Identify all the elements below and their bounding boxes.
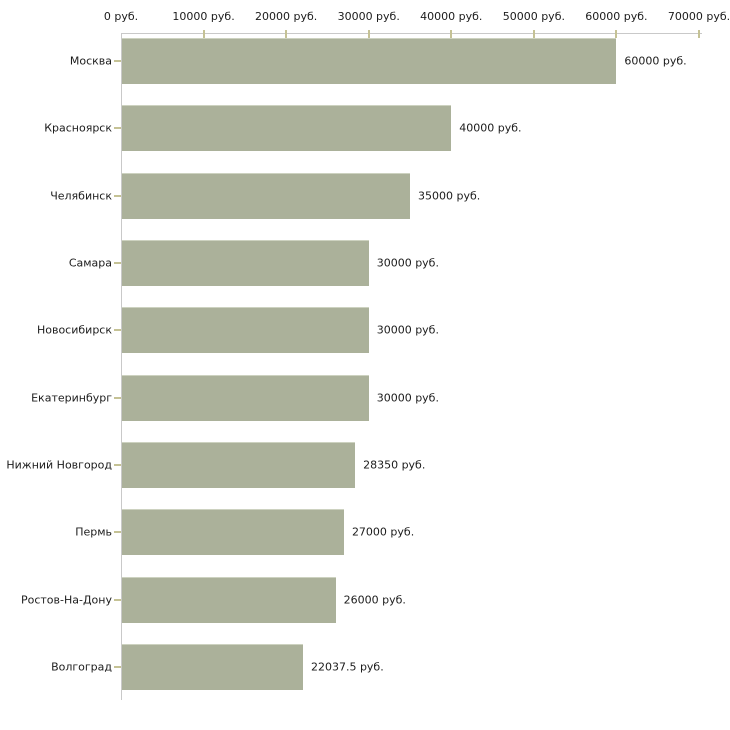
bar (122, 509, 344, 556)
x-axis-tick (615, 30, 618, 38)
x-axis-tick-label: 60000 руб. (585, 10, 648, 23)
value-label: 60000 руб. (624, 54, 687, 68)
value-label: 30000 руб. (376, 391, 439, 405)
y-axis-tick (114, 599, 121, 601)
y-axis-tick (114, 127, 121, 129)
value-label: 35000 руб. (418, 189, 481, 203)
x-axis-tick-label: 0 руб. (103, 10, 139, 23)
value-label: 22037.5 руб. (310, 660, 384, 674)
bar (122, 172, 410, 219)
bar (122, 643, 303, 690)
category-label: Пермь (75, 525, 112, 539)
y-axis-tick (114, 60, 121, 62)
category-label: Ростов-На-Дону (20, 593, 112, 607)
bar (122, 38, 617, 84)
y-axis-tick (114, 262, 121, 264)
x-axis-tick-label: 10000 руб. (172, 10, 235, 23)
y-axis-tick (114, 666, 121, 668)
value-label: 40000 руб. (459, 121, 522, 135)
bar (122, 374, 369, 421)
value-label: 30000 руб. (376, 256, 439, 270)
x-axis-line (121, 33, 702, 34)
value-label: 26000 руб. (343, 593, 406, 607)
x-axis-tick-label: 30000 руб. (337, 10, 400, 23)
x-axis-tick (202, 30, 205, 38)
x-axis-tick-label: 40000 руб. (420, 10, 483, 23)
value-label: 28350 руб. (363, 458, 426, 472)
y-axis-line (121, 33, 122, 700)
x-axis-tick (450, 30, 453, 38)
x-axis-tick (367, 30, 370, 38)
bar (122, 239, 369, 286)
category-label: Новосибирск (36, 323, 112, 337)
x-axis-tick (532, 30, 535, 38)
x-axis-tick (285, 30, 288, 38)
category-label: Москва (69, 54, 112, 68)
category-label: Нижний Новгород (6, 458, 112, 472)
bar (122, 105, 452, 152)
category-label: Екатеринбург (31, 391, 112, 405)
y-axis-tick (114, 531, 121, 533)
y-axis-tick (114, 397, 121, 399)
bar (122, 576, 336, 623)
category-label: Самара (68, 256, 112, 270)
x-axis-tick-label: 20000 руб. (255, 10, 318, 23)
y-axis-tick (114, 329, 121, 331)
bar (122, 307, 369, 354)
y-axis-tick (114, 464, 121, 466)
category-label: Волгоград (51, 660, 112, 674)
value-label: 27000 руб. (351, 525, 415, 539)
category-label: Красноярск (44, 121, 112, 135)
x-axis-tick-label: 50000 руб. (502, 10, 565, 23)
y-axis-tick (114, 195, 121, 197)
x-axis-tick (698, 30, 700, 38)
value-label: 30000 руб. (376, 323, 439, 337)
bar (122, 441, 356, 488)
x-axis-tick-label: 70000 руб. (667, 10, 730, 23)
category-label: Челябинск (50, 189, 112, 203)
